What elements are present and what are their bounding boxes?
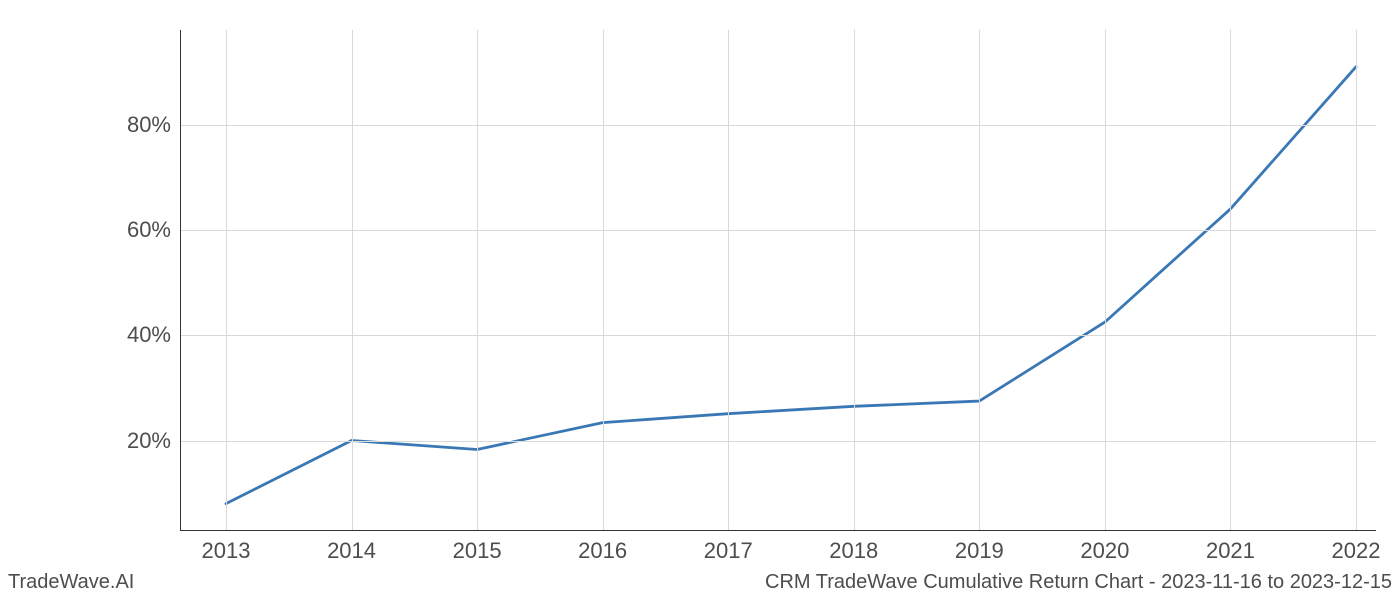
grid-line-v: [1105, 30, 1106, 530]
grid-line-v: [979, 30, 980, 530]
y-tick-label: 60%: [127, 217, 181, 243]
x-tick-label: 2020: [1080, 530, 1129, 564]
grid-line-h: [181, 335, 1376, 336]
series-line: [226, 67, 1356, 504]
y-tick-label: 40%: [127, 322, 181, 348]
grid-line-v: [1356, 30, 1357, 530]
x-tick-label: 2013: [202, 530, 251, 564]
footer-left: TradeWave.AI: [8, 571, 134, 594]
grid-line-v: [728, 30, 729, 530]
plot-area: 20%40%60%80%2013201420152016201720182019…: [180, 30, 1376, 531]
grid-line-v: [1230, 30, 1231, 530]
chart-container: 20% 40% 60% 80% 2013 2014 2015 2016 2017 2018 2019…: [0, 0, 1400, 600]
grid-line-h: [181, 441, 1376, 442]
x-tick-label: 2022: [1332, 530, 1381, 564]
x-tick-label: 2015: [453, 530, 502, 564]
grid-line-v: [226, 30, 227, 530]
grid-line-v: [854, 30, 855, 530]
x-tick-label: 2014: [327, 530, 376, 564]
grid-line-v: [477, 30, 478, 530]
grid-line-h: [181, 230, 1376, 231]
footer-right: CRM TradeWave Cumulative Return Chart - …: [765, 571, 1392, 594]
grid-line-h: [181, 125, 1376, 126]
y-tick-label: 80%: [127, 112, 181, 138]
x-tick-label: 2021: [1206, 530, 1255, 564]
y-tick-label: 20%: [127, 428, 181, 454]
x-tick-label: 2017: [704, 530, 753, 564]
x-tick-label: 2018: [829, 530, 878, 564]
grid-line-v: [352, 30, 353, 530]
grid-line-v: [603, 30, 604, 530]
x-tick-label: 2019: [955, 530, 1004, 564]
x-tick-label: 2016: [578, 530, 627, 564]
line-layer: [181, 30, 1376, 530]
